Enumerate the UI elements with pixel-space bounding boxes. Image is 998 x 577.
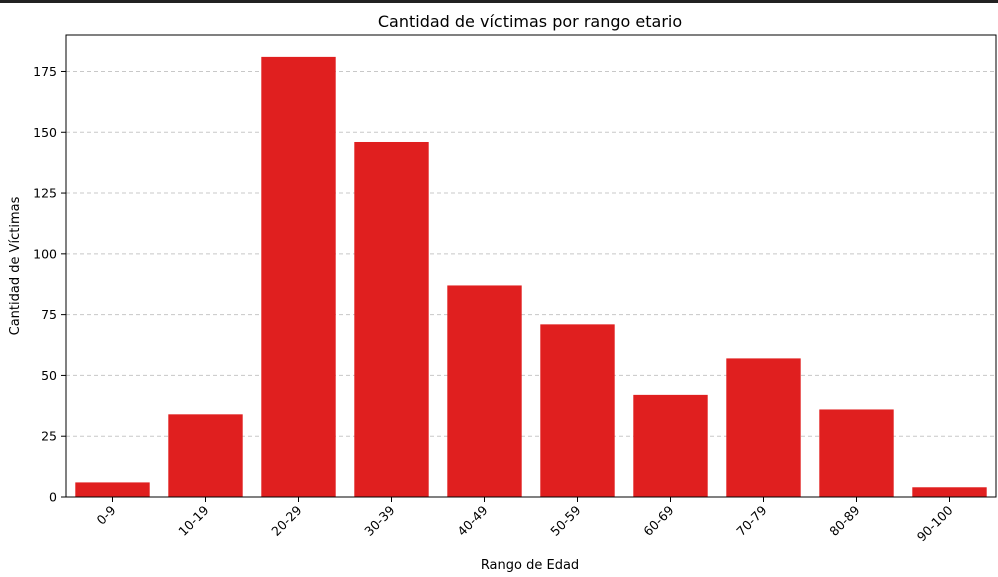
bar-40-49 [447,285,522,497]
y-tick-label: 50 [41,368,57,383]
y-tick-label: 75 [41,307,57,322]
x-tick-label: 0-9 [94,502,119,527]
y-axis: 0 25 50 75 100 125 150 175 [33,64,66,505]
x-tick-label: 30-39 [361,502,397,538]
y-tick-label: 125 [33,186,57,201]
x-tick-label: 50-59 [547,502,583,538]
x-axis: 0-9 10-19 20-29 30-39 40-49 50-59 60-69 70-79 80… [94,497,956,544]
x-tick-label: 60-69 [640,502,676,538]
bar-60-69 [633,394,708,497]
y-tick-label: 100 [33,246,57,261]
bar-10-19 [168,414,243,497]
x-tick-label: 10-19 [175,502,211,538]
x-tick-label: 70-79 [733,502,769,538]
bar-20-29 [261,56,336,497]
plot-frame [65,34,997,498]
bar-50-59 [540,324,615,497]
grid-lines [66,70,996,437]
bars [75,56,987,497]
bar-70-79 [726,358,801,497]
y-tick-label: 25 [41,429,57,444]
bar-90-100 [912,487,987,497]
y-tick-label: 0 [49,490,57,505]
x-tick-label: 40-49 [454,502,490,538]
x-axis-label: Rango de Edad [481,558,579,573]
y-tick-label: 175 [33,64,57,79]
y-axis-label: Cantidad de Víctimas [8,196,23,335]
bar-80-89 [819,409,894,497]
window-top-border [0,0,998,3]
x-tick-label: 20-29 [268,502,304,538]
bar-0-9 [75,482,150,497]
x-tick-label: 80-89 [826,502,862,538]
y-tick-label: 150 [33,125,57,140]
x-tick-label: 90-100 [914,502,956,544]
chart-title: Cantidad de víctimas por rango etario [378,12,682,31]
bar-30-39 [354,141,429,497]
